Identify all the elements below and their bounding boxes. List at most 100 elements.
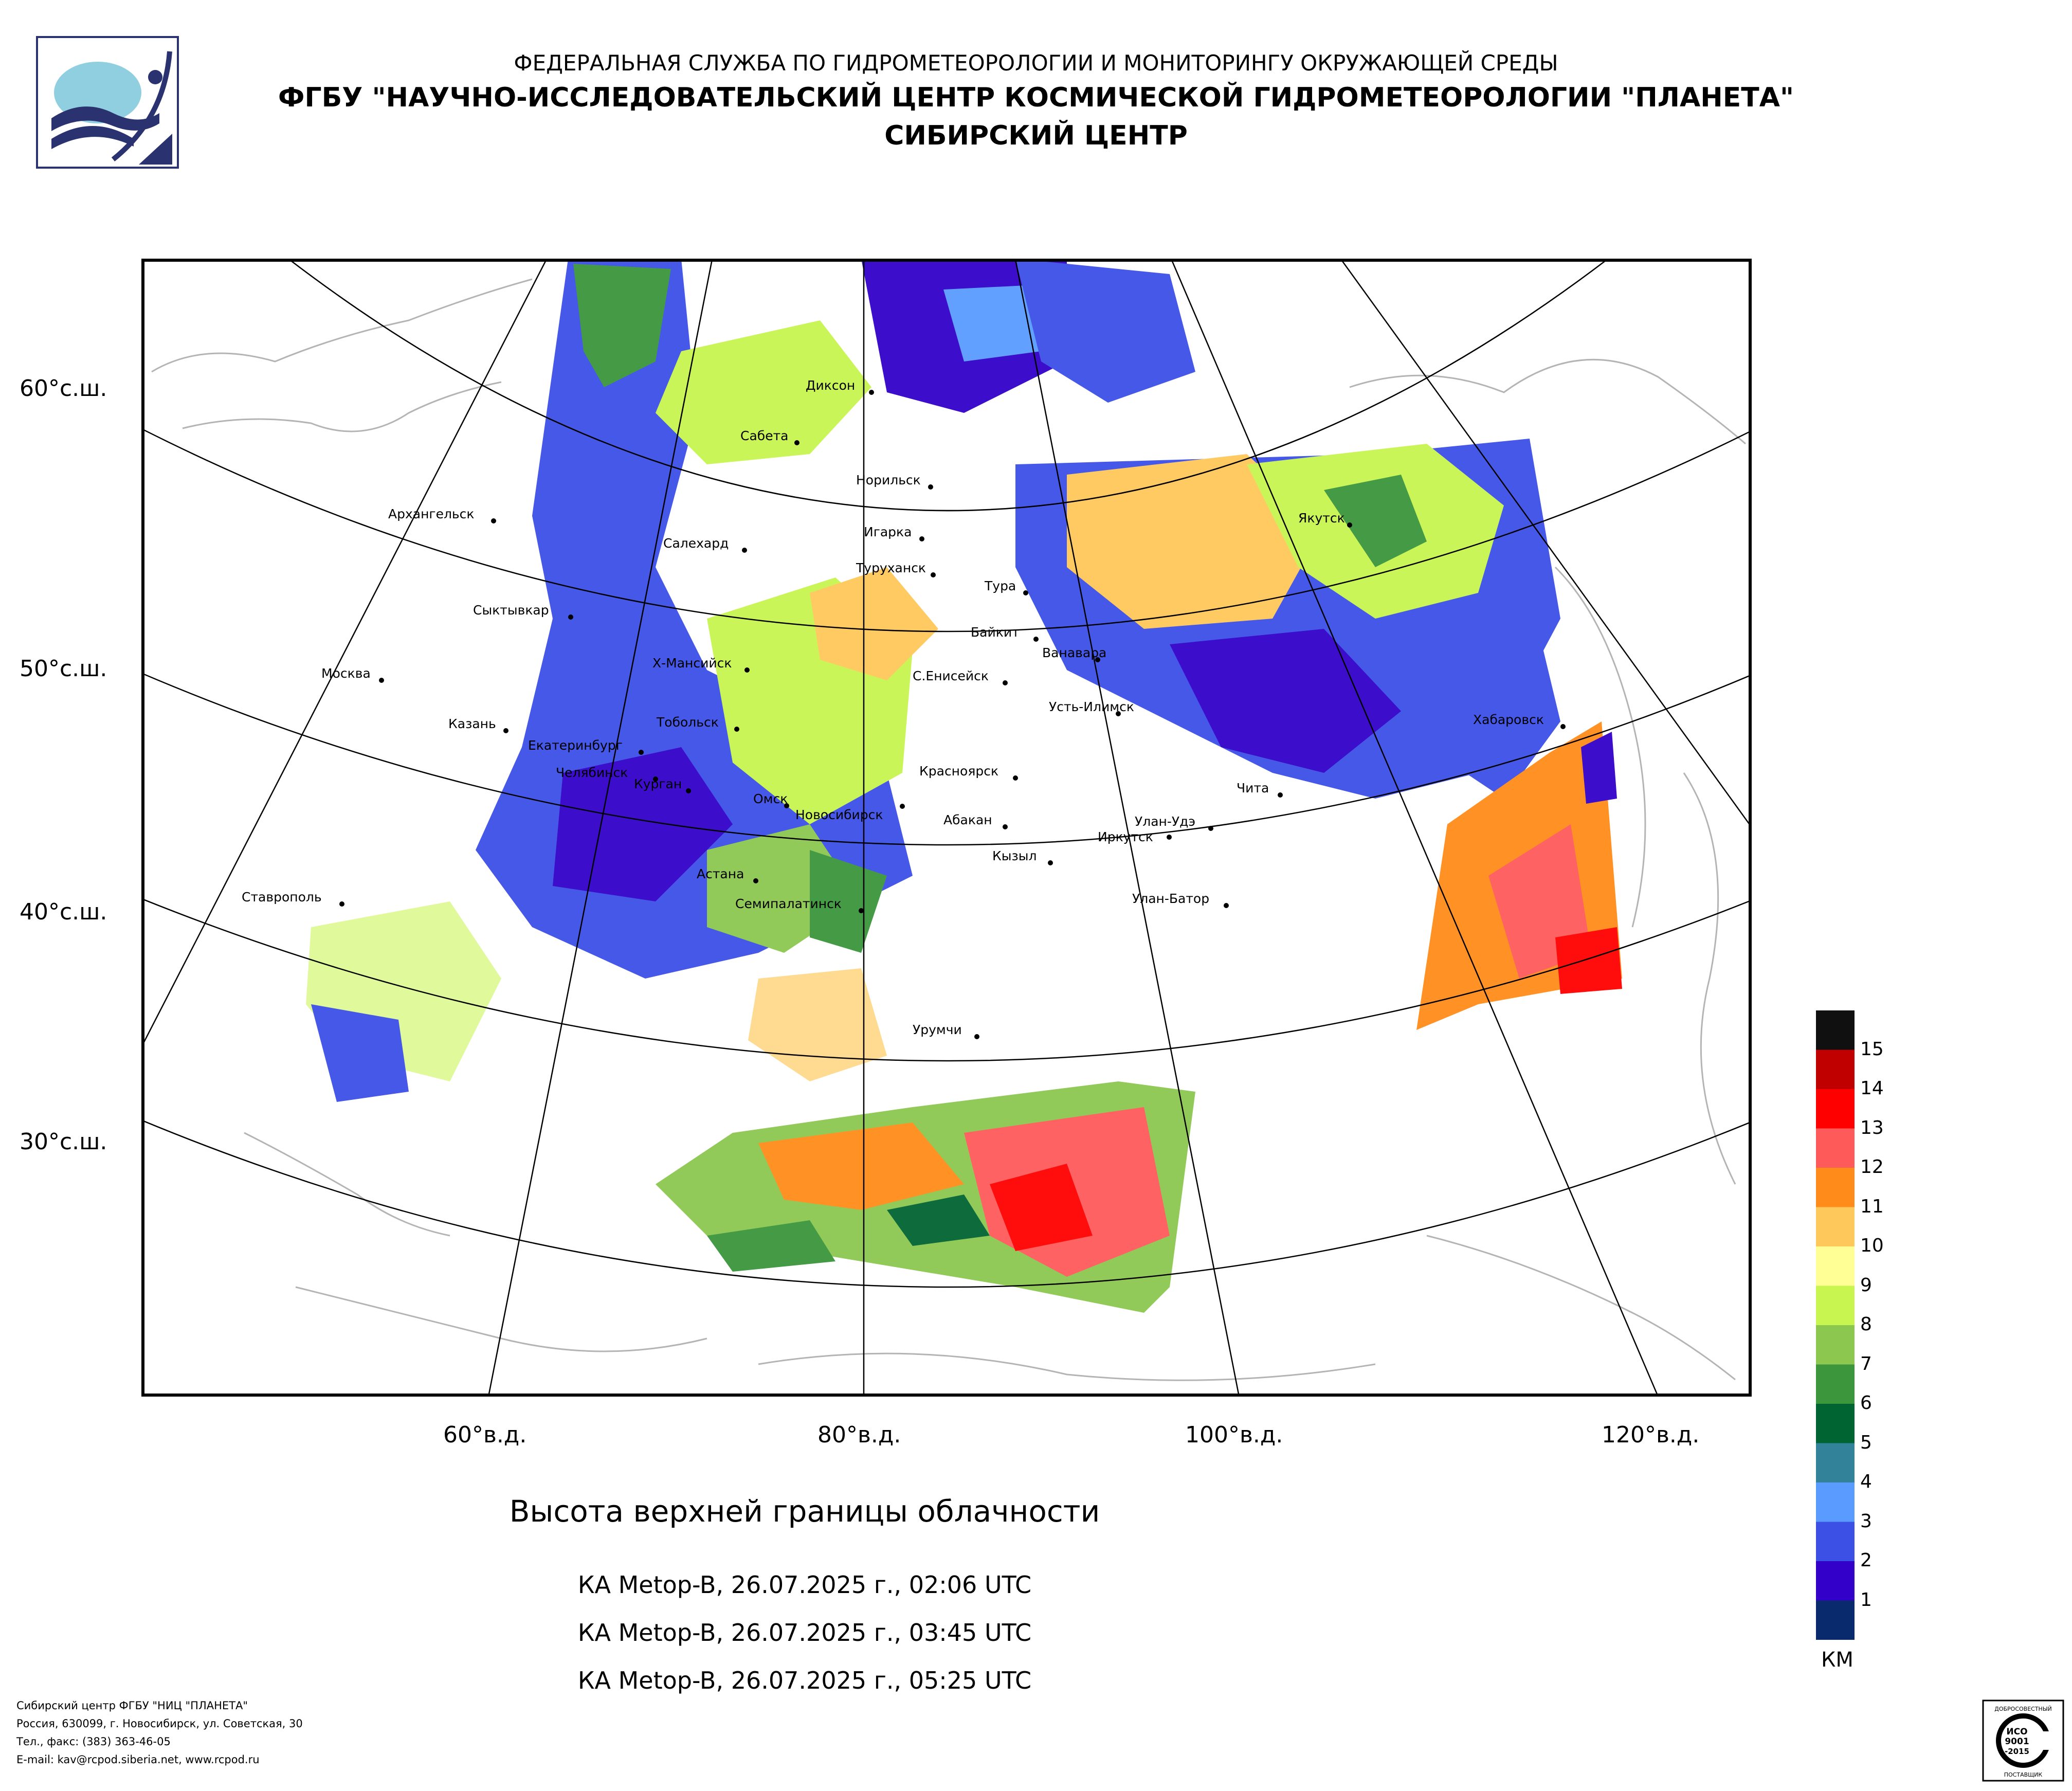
legend-swatch	[1816, 1010, 1855, 1050]
legend-level-label: 13	[1860, 1117, 1884, 1138]
legend-level-label: 5	[1860, 1432, 1872, 1453]
legend-swatch	[1816, 1404, 1855, 1443]
footer-line-1: Сибирский центр ФГБУ "НИЦ "ПЛАНЕТА"	[16, 1699, 248, 1712]
cert-top-text: ДОБРОСОВЕСТНЫЙ	[1994, 1706, 2052, 1712]
pass-2: КА Metop-B, 26.07.2025 г., 03:45 UTC	[577, 1619, 1032, 1647]
legend-swatch	[1816, 1246, 1855, 1286]
planeta-logo	[36, 36, 179, 169]
city-urumqi: Урумчи	[913, 1022, 962, 1037]
city-omsk: Омск	[753, 791, 788, 806]
city-kurgan: Курган	[634, 776, 682, 791]
pass-3: КА Metop-B, 26.07.2025 г., 05:25 UTC	[577, 1667, 1032, 1694]
city-chelyabinsk: Челябинск	[556, 765, 628, 780]
city-salekhard: Салехард	[663, 536, 729, 551]
footer-line-3: Тел., факс: (383) 363-46-05	[16, 1735, 171, 1748]
city-ulan-ude: Улан-Удэ	[1135, 814, 1195, 829]
pass-1: КА Metop-B, 26.07.2025 г., 02:06 UTC	[577, 1571, 1032, 1599]
legend-swatch	[1816, 1364, 1855, 1404]
city-sabetta: Сабета	[740, 428, 788, 443]
legend-swatch	[1816, 1561, 1855, 1601]
city-kyzyl: Кызыл	[992, 848, 1037, 863]
cert-bottom-text: ПОСТАВЩИК	[2004, 1771, 2043, 1778]
legend-level-label: 7	[1860, 1353, 1872, 1374]
legend-swatch	[1816, 1286, 1855, 1326]
legend-level-label: 14	[1860, 1078, 1884, 1099]
lat-label-60: 60°с.ш.	[20, 375, 107, 402]
city-krasnoyarsk: Красноярск	[919, 764, 998, 779]
legend-level-label: 1	[1860, 1589, 1872, 1611]
iso-certificate-badge: ДОБРОСОВЕСТНЫЙ ИСО 9001 -2015 ПОСТАВЩИК	[1982, 1699, 2064, 1782]
legend-swatch	[1816, 1443, 1855, 1483]
legend-level-label: 15	[1860, 1038, 1884, 1060]
city-ulan-bator: Улан-Батор	[1132, 891, 1209, 906]
footer-email: E-mail: kav@rcpod.siberia.net, www.rcpod…	[16, 1753, 260, 1766]
lat-label-50: 50°с.ш.	[20, 656, 107, 682]
cert-line2: 9001	[2005, 1736, 2029, 1747]
legend-level-label: 11	[1860, 1196, 1884, 1217]
header-center: СИБИРСКИЙ ЦЕНТР	[884, 120, 1188, 151]
color-legend	[1816, 1010, 1855, 1640]
city-chita: Чита	[1237, 781, 1269, 795]
city-stavropol: Ставрополь	[242, 890, 322, 904]
city-tura: Тура	[984, 578, 1016, 593]
city-labels: Архангельск Сыктывкар Москва Казань Екат…	[242, 378, 1544, 1037]
city-norilsk: Норильск	[856, 473, 921, 487]
legend-swatch	[1816, 1168, 1855, 1207]
map-border	[141, 259, 1752, 1397]
lat-label-30: 30°с.ш.	[20, 1129, 107, 1155]
graticule	[141, 259, 1752, 1397]
lat-label-40: 40°с.ш.	[20, 899, 107, 925]
legend-level-label: 4	[1860, 1471, 1872, 1492]
legend-unit: КМ	[1821, 1648, 1853, 1672]
city-khabarovsk: Хабаровск	[1473, 712, 1544, 727]
cert-line1: ИСО	[2006, 1727, 2027, 1737]
city-astana: Астана	[697, 866, 744, 881]
legend-swatch	[1816, 1522, 1855, 1562]
city-tobolsk: Тобольск	[656, 715, 719, 730]
map-title: Высота верхней границы облачности	[509, 1494, 1100, 1529]
header-agency: ФЕДЕРАЛЬНАЯ СЛУЖБА ПО ГИДРОМЕТЕОРОЛОГИИ …	[514, 50, 1558, 76]
legend-swatch	[1816, 1050, 1855, 1090]
lon-label-100: 100°в.д.	[1185, 1422, 1283, 1448]
city-khmansiysk: Х-Мансийск	[652, 656, 732, 671]
legend-swatch	[1816, 1089, 1855, 1129]
lon-label-120: 120°в.д.	[1602, 1422, 1700, 1448]
city-moscow: Москва	[321, 666, 371, 681]
city-yakutsk: Якутск	[1298, 511, 1345, 526]
legend-level-label: 12	[1860, 1156, 1884, 1178]
city-irkutsk: Иркутск	[1098, 829, 1153, 844]
header-institute: ФГБУ "НАУЧНО-ИССЛЕДОВАТЕЛЬСКИЙ ЦЕНТР КОС…	[278, 82, 1794, 113]
cloud-imagery	[306, 259, 1622, 1313]
city-vanavara: Ванавара	[1042, 645, 1106, 660]
city-syktyvkar: Сыктывкар	[473, 603, 549, 618]
city-semipalatinsk: Семипалатинск	[735, 896, 842, 911]
city-dikson: Диксон	[806, 378, 855, 393]
lon-label-60: 60°в.д.	[443, 1422, 527, 1448]
city-ust-ilimsk: Усть-Илимск	[1049, 699, 1134, 714]
legend-level-label: 3	[1860, 1510, 1872, 1532]
city-abakan: Абакан	[943, 812, 992, 827]
city-kazan: Казань	[448, 716, 496, 731]
lon-label-80: 80°в.д.	[817, 1422, 901, 1448]
city-baykit: Байкит	[971, 625, 1020, 640]
legend-swatch	[1816, 1128, 1855, 1168]
legend-level-label: 2	[1860, 1550, 1872, 1571]
legend-level-label: 9	[1860, 1274, 1872, 1296]
city-ekaterinburg: Екатеринбург	[528, 738, 623, 753]
footer-line-2: Россия, 630099, г. Новосибирск, ул. Сове…	[16, 1717, 303, 1730]
map-frame: Архангельск Сыктывкар Москва Казань Екат…	[141, 259, 1752, 1397]
legend-swatch	[1816, 1325, 1855, 1365]
legend-level-label: 6	[1860, 1392, 1872, 1414]
city-arkhangelsk: Архангельск	[388, 506, 475, 521]
city-turukhansk: Туруханск	[856, 560, 926, 575]
city-markers	[339, 390, 1566, 1039]
legend-swatch	[1816, 1482, 1855, 1522]
city-s-eniseysk: С.Енисейск	[913, 668, 989, 683]
city-igarka: Игарка	[864, 524, 912, 539]
legend-level-label: 10	[1860, 1235, 1884, 1256]
legend-level-label: 8	[1860, 1314, 1872, 1335]
legend-swatch	[1816, 1600, 1855, 1640]
legend-swatch	[1816, 1207, 1855, 1247]
city-novosibirsk: Новосибирск	[795, 807, 883, 822]
cloud-top-map: Архангельск Сыктывкар Москва Казань Екат…	[141, 259, 1752, 1397]
